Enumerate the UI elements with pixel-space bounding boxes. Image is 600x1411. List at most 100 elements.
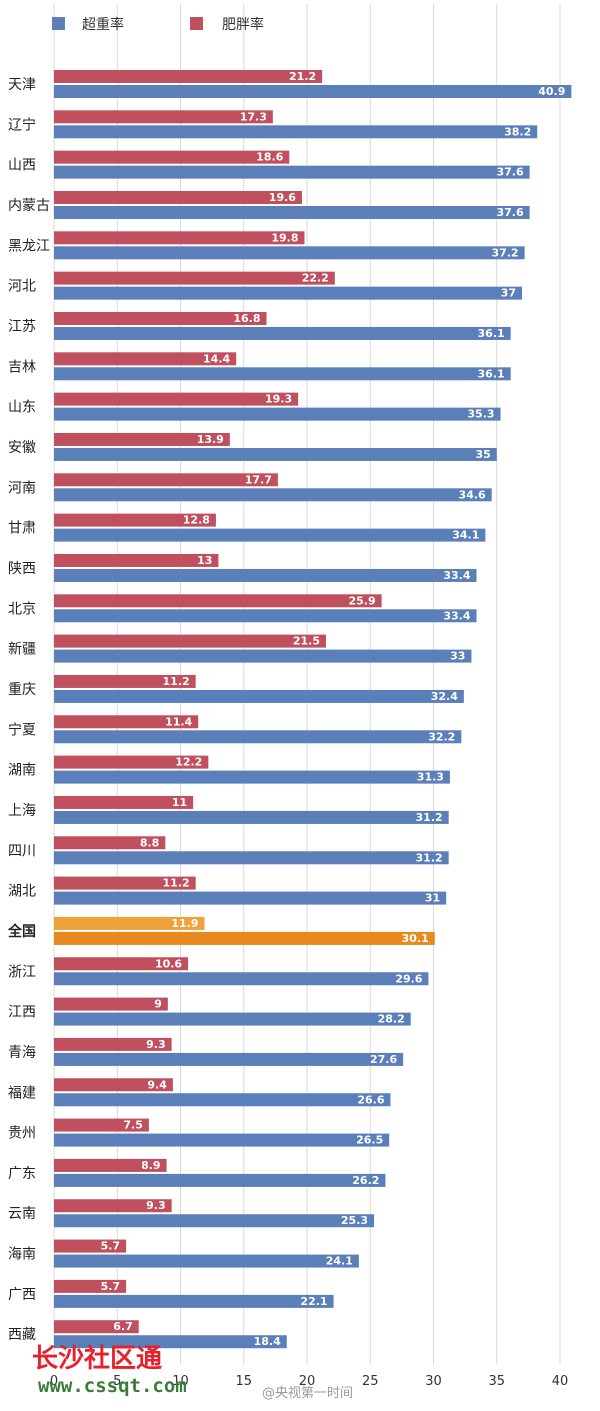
x-tick-label: 35	[488, 1374, 505, 1389]
legend: 超重率 肥胖率	[52, 16, 264, 33]
bar-obesity-14	[54, 634, 326, 648]
x-tick-label: 25	[362, 1374, 379, 1389]
category-label: 贵州	[8, 1126, 36, 1142]
data-label: 32.4	[431, 690, 458, 703]
bar-overweight-25	[54, 1093, 391, 1107]
category-label: 全国	[7, 923, 36, 940]
bar-overweight-8	[54, 407, 501, 421]
category-label: 吉林	[8, 359, 36, 375]
bar-overweight-30	[54, 1294, 334, 1308]
bar-obesity-13	[54, 594, 382, 608]
data-label: 22.1	[300, 1295, 327, 1308]
bar-overweight-6	[54, 326, 511, 340]
data-label: 31.3	[417, 771, 444, 784]
bar-overweight-9	[54, 447, 497, 461]
bar-obesity-21	[54, 916, 205, 930]
bar-overweight-28	[54, 1214, 375, 1228]
bar-overweight-5	[54, 286, 523, 300]
bar-overweight-19	[54, 851, 449, 865]
data-label: 31	[425, 892, 440, 905]
bar-obesity-18	[54, 795, 194, 809]
category-label: 青海	[8, 1045, 36, 1061]
x-tick-label: 0	[50, 1374, 58, 1389]
bar-overweight-14	[54, 649, 472, 663]
category-label: 甘肃	[8, 521, 36, 537]
bar-obesity-30	[54, 1279, 127, 1293]
bar-obesity-0	[54, 70, 323, 83]
x-tick-label: 5	[113, 1374, 121, 1389]
data-label: 19.8	[271, 231, 298, 244]
category-label: 云南	[8, 1206, 36, 1222]
bar-overweight-2	[54, 165, 530, 179]
data-label: 11	[172, 796, 187, 809]
category-label: 安徽	[8, 440, 36, 456]
bar-obesity-19	[54, 836, 166, 850]
data-label: 12.8	[183, 514, 210, 527]
data-label: 19.6	[269, 191, 296, 204]
data-label: 14.4	[203, 352, 230, 365]
data-label: 11.4	[165, 715, 192, 728]
bar-obesity-23	[54, 997, 168, 1011]
data-label: 33.4	[443, 569, 470, 582]
legend-label-overweight: 超重率	[82, 16, 124, 33]
data-label: 7.5	[123, 1119, 143, 1132]
bar-overweight-12	[54, 568, 477, 582]
bar-overweight-0	[54, 85, 572, 98]
bar-overweight-3	[54, 205, 530, 219]
data-label: 17.3	[240, 110, 267, 123]
bar-obesity-31	[54, 1320, 139, 1334]
data-label: 9.4	[147, 1078, 167, 1091]
data-label: 11.9	[171, 917, 198, 930]
x-tick-label: 30	[425, 1374, 442, 1389]
bar-obesity-2	[54, 150, 290, 164]
data-label: 31.2	[416, 851, 443, 864]
bar-overweight-7	[54, 367, 511, 381]
data-label: 18.4	[254, 1335, 281, 1348]
watermark-site-url: www.cssqt.com	[38, 1375, 187, 1397]
data-label: 8.8	[140, 836, 160, 849]
category-label: 广西	[8, 1287, 36, 1303]
bar-overweight-1	[54, 125, 538, 139]
data-label: 29.6	[395, 972, 422, 985]
data-label: 31.2	[416, 811, 443, 824]
bar-overweight-10	[54, 488, 492, 502]
bar-overweight-18	[54, 810, 449, 824]
data-label: 22.2	[302, 272, 329, 285]
data-label: 11.2	[163, 877, 190, 890]
bar-obesity-15	[54, 674, 196, 688]
category-label: 福建	[8, 1085, 36, 1101]
data-label: 37	[501, 287, 516, 300]
bar-overweight-13	[54, 609, 477, 623]
data-label: 5.7	[101, 1240, 121, 1253]
data-label: 36.1	[478, 367, 505, 380]
bar-obesity-4	[54, 231, 305, 245]
data-label: 26.6	[357, 1093, 384, 1106]
bar-overweight-31	[54, 1335, 287, 1349]
bar-obesity-3	[54, 190, 302, 204]
bar-overweight-16	[54, 730, 462, 744]
category-label: 山西	[8, 158, 36, 174]
category-label: 湖北	[8, 884, 36, 900]
bar-obesity-9	[54, 432, 230, 446]
category-label: 湖南	[8, 763, 36, 779]
data-label: 16.8	[233, 312, 260, 325]
data-label: 38.2	[504, 125, 531, 138]
category-label: 黑龙江	[8, 238, 50, 254]
bar-overweight-17	[54, 770, 450, 784]
bar-obesity-5	[54, 271, 335, 285]
bar-overweight-11	[54, 528, 486, 542]
data-label: 13.9	[197, 433, 224, 446]
category-label: 辽宁	[8, 116, 36, 133]
category-label: 四川	[8, 843, 36, 859]
category-label: 陕西	[8, 561, 36, 577]
data-label: 34.1	[452, 529, 479, 542]
data-label: 9	[154, 998, 162, 1011]
watermark-site-name: 长沙社区通	[32, 1343, 162, 1374]
data-label: 9.3	[146, 1199, 166, 1212]
data-label: 40.9	[538, 85, 565, 98]
category-label: 内蒙古	[8, 198, 50, 214]
data-label: 28.2	[378, 1013, 405, 1026]
data-label: 35.3	[467, 408, 494, 421]
data-label: 8.9	[141, 1159, 161, 1172]
